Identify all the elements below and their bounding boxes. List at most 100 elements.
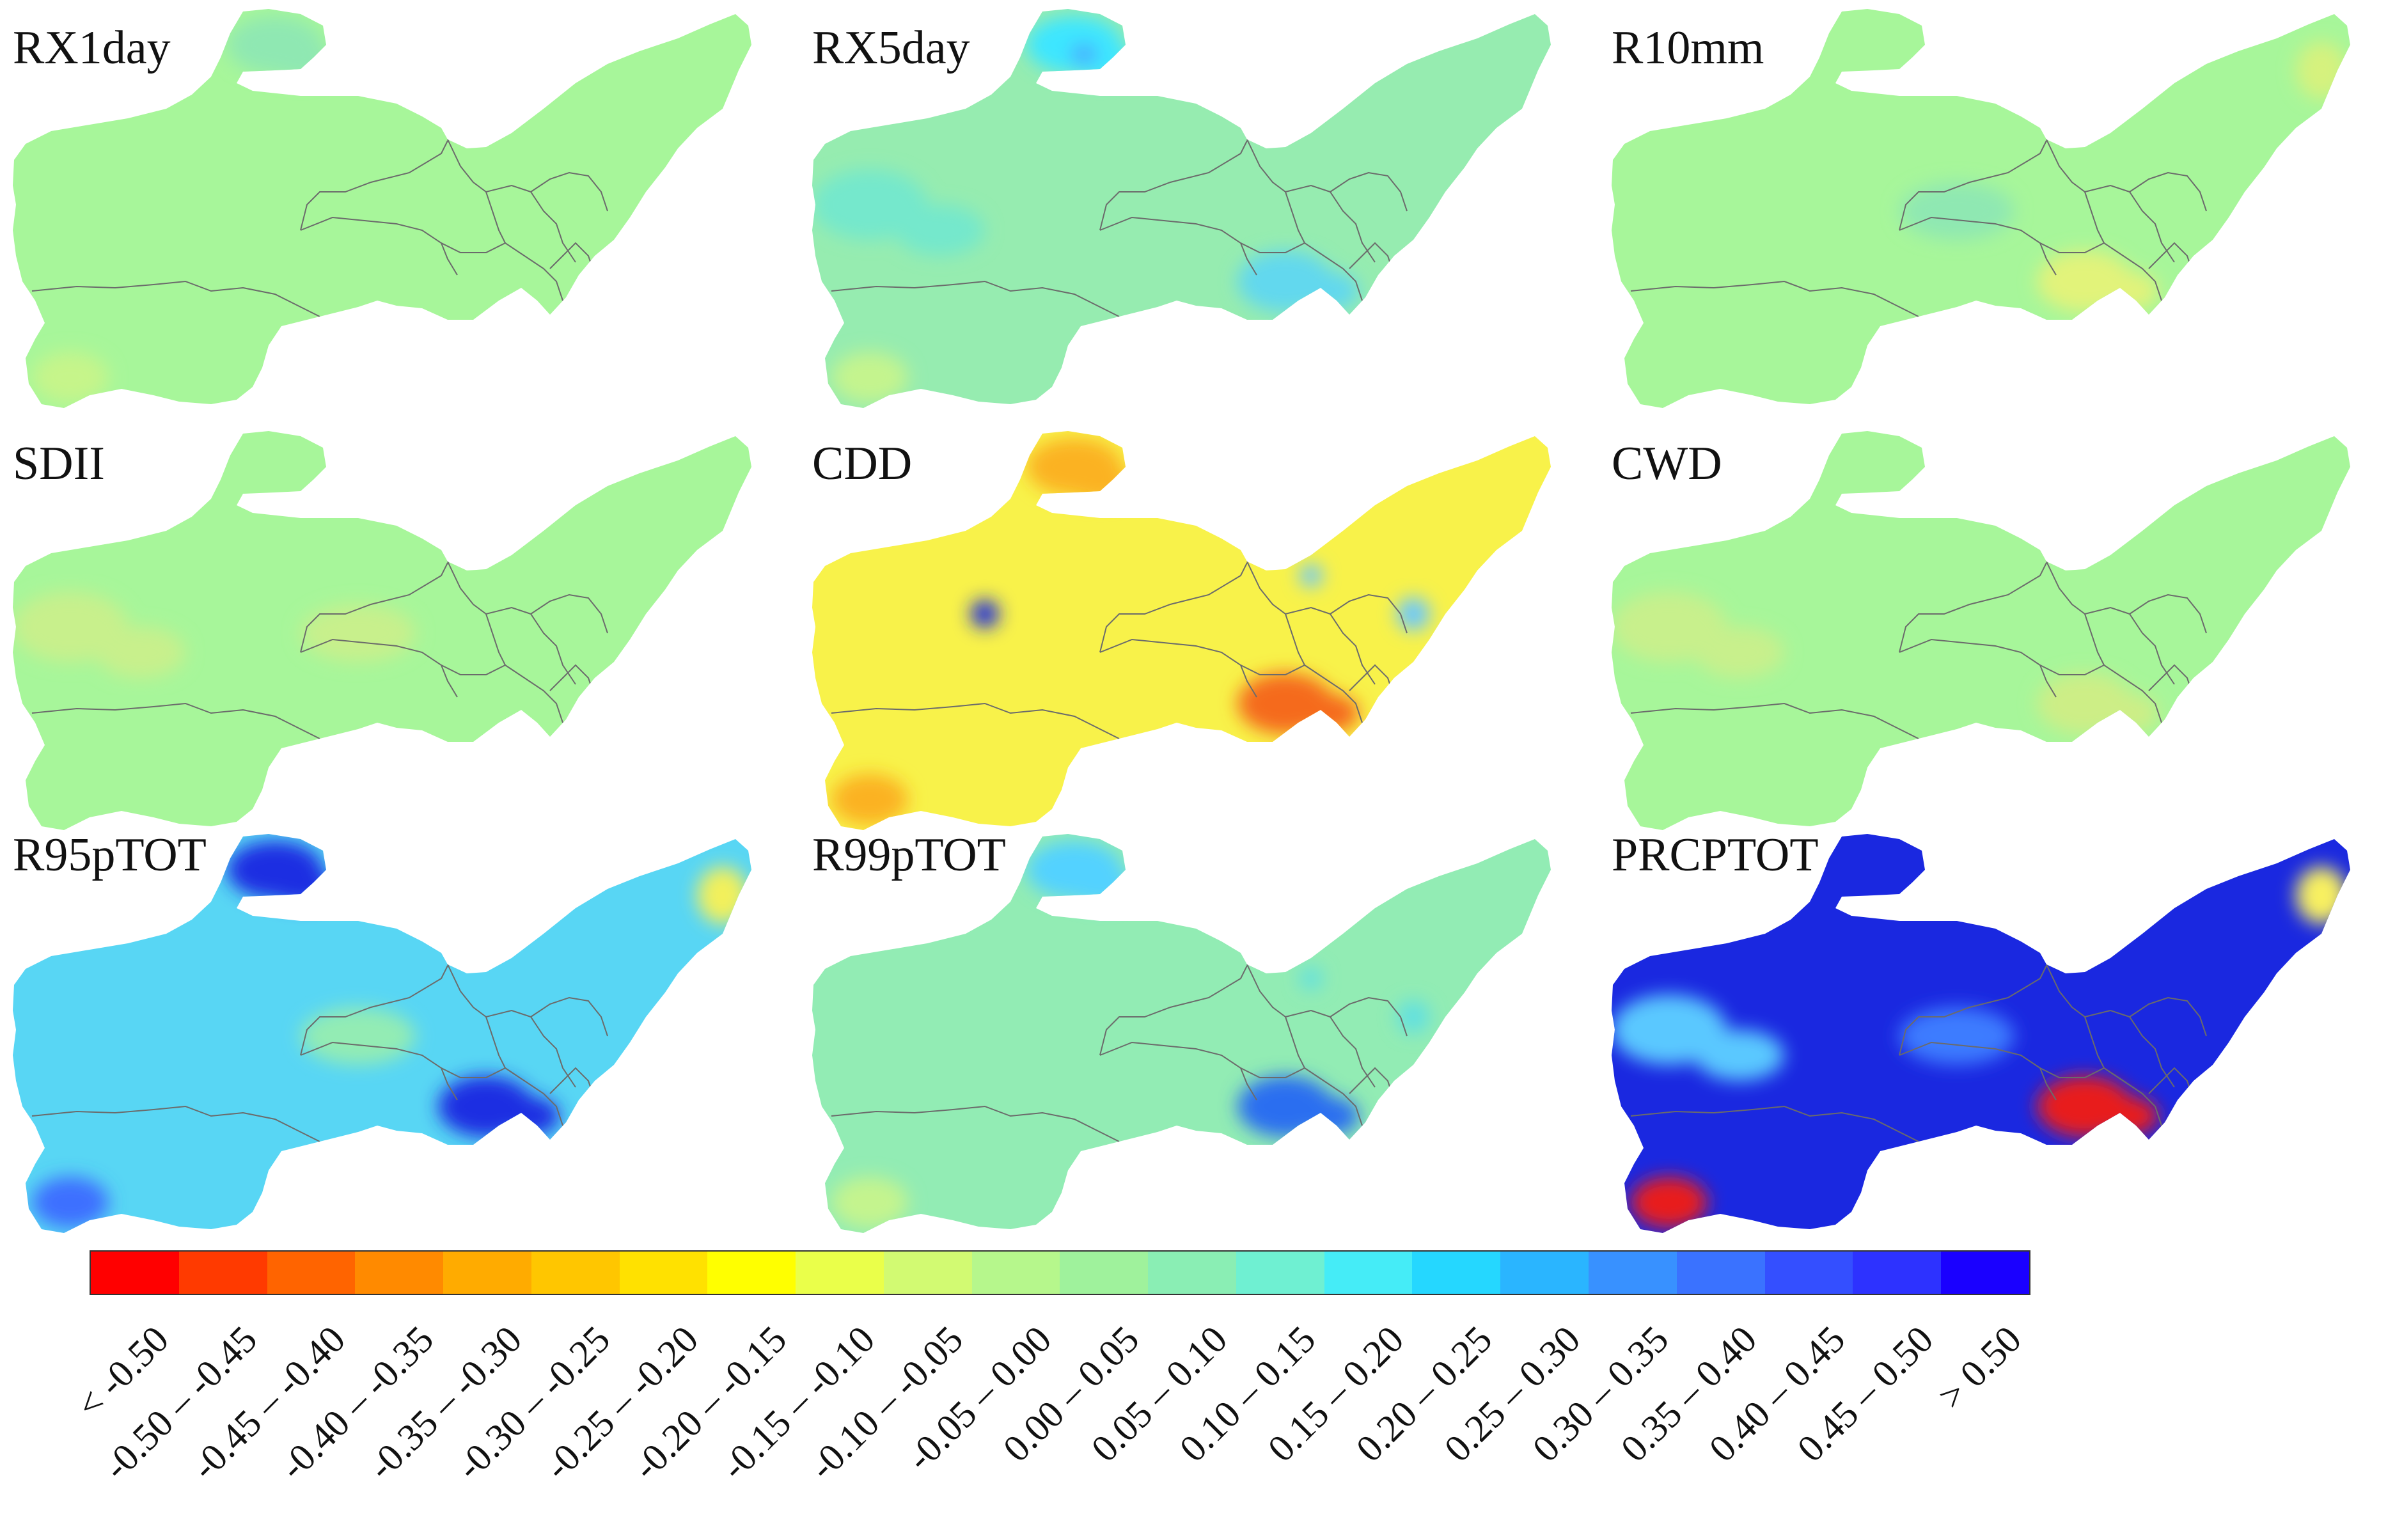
province-border xyxy=(300,965,448,1056)
anomaly-patch xyxy=(301,1007,416,1065)
region-map xyxy=(13,9,751,408)
legend-swatch xyxy=(1500,1252,1589,1294)
region-map xyxy=(1612,834,2350,1233)
province-border xyxy=(530,593,608,634)
province-border xyxy=(1899,965,2047,1056)
legend-swatch xyxy=(1589,1252,1677,1294)
region-map xyxy=(1612,431,2350,830)
province-border xyxy=(300,1041,458,1101)
province-border xyxy=(300,216,458,276)
province-border xyxy=(441,1067,506,1078)
anomaly-layer xyxy=(1612,867,2347,1228)
legend-swatch xyxy=(1676,1252,1765,1294)
region-map xyxy=(13,431,751,830)
anomaly-patch xyxy=(2101,694,2158,732)
anomaly-patch xyxy=(1068,464,1132,502)
province-border xyxy=(1630,702,1919,739)
panel-title: RX1day xyxy=(13,22,171,74)
legend-swatch xyxy=(1236,1252,1324,1294)
province-border xyxy=(1899,562,2047,653)
anomaly-patch xyxy=(1899,182,2014,240)
province-border xyxy=(505,664,563,723)
anomaly-patch xyxy=(1300,967,1323,990)
legend-swatch xyxy=(707,1252,796,1294)
legend-swatch xyxy=(1941,1252,2029,1294)
anomaly-patch xyxy=(1899,1007,2014,1065)
anomaly-patch xyxy=(1695,627,1784,678)
province-border xyxy=(505,1067,563,1126)
anomaly-patch xyxy=(971,600,999,628)
map-panel: R10mm xyxy=(1599,0,2395,422)
province-border xyxy=(1899,1041,2057,1101)
region-fill xyxy=(1612,431,2350,830)
province-border xyxy=(1304,1067,1363,1126)
province-border xyxy=(1099,638,1257,698)
province-border xyxy=(2084,184,2175,263)
legend-swatch xyxy=(1764,1252,1853,1294)
anomaly-patch xyxy=(2296,867,2347,924)
province-border xyxy=(485,1009,576,1088)
province-border xyxy=(485,606,576,685)
province-border xyxy=(1099,1041,1257,1101)
province-borders xyxy=(831,561,1408,739)
anomaly-patch xyxy=(1397,597,1430,631)
province-border xyxy=(1330,593,1408,634)
province-border xyxy=(1304,664,1363,723)
province-border xyxy=(2103,1067,2162,1126)
province-border xyxy=(2084,606,2175,685)
province-border xyxy=(2129,171,2207,212)
legend-label: > 0.50 xyxy=(1929,1317,2030,1418)
legend-swatch xyxy=(1060,1252,1149,1294)
province-border xyxy=(441,664,506,675)
anomaly-layer xyxy=(13,592,416,678)
province-border xyxy=(1630,1105,1919,1142)
legend-swatch xyxy=(531,1252,620,1294)
province-borders xyxy=(831,964,1408,1142)
legend-color-bar xyxy=(90,1250,2030,1295)
panel-title: R99pTOT xyxy=(812,829,1006,881)
province-border xyxy=(2084,1009,2175,1088)
anomaly-patch xyxy=(1071,44,1097,65)
province-border xyxy=(300,140,448,231)
province-border xyxy=(831,280,1120,317)
map-panel: R95pTOT xyxy=(0,825,799,1247)
map-panel: CDD xyxy=(799,422,1599,844)
panel-title: R10mm xyxy=(1612,22,1764,74)
anomaly-patch xyxy=(2296,42,2347,99)
province-border xyxy=(2039,242,2105,253)
anomaly-patch xyxy=(1631,1177,1708,1228)
province-border xyxy=(485,184,576,263)
legend-swatch xyxy=(796,1252,884,1294)
legend-swatch xyxy=(355,1252,444,1294)
anomaly-patch xyxy=(1695,1030,1784,1081)
anomaly-patch xyxy=(269,42,333,80)
province-border xyxy=(1099,562,1248,653)
province-border xyxy=(441,242,506,253)
region-map xyxy=(812,834,1551,1233)
anomaly-patch xyxy=(831,1177,908,1228)
province-border xyxy=(1899,216,2057,276)
province-border xyxy=(831,1105,1120,1142)
province-border xyxy=(2039,1067,2105,1078)
province-border xyxy=(505,242,563,301)
province-border xyxy=(1630,280,1919,317)
province-border xyxy=(831,702,1120,739)
panel-title: R95pTOT xyxy=(13,829,207,881)
province-border xyxy=(1330,996,1408,1037)
region-map xyxy=(812,431,1551,830)
map-panel: RX5day xyxy=(799,0,1599,422)
color-legend xyxy=(90,1250,2030,1300)
anomaly-patch xyxy=(1397,1000,1430,1033)
province-border xyxy=(2103,664,2162,723)
region-fill xyxy=(13,9,751,408)
province-border xyxy=(1099,965,1248,1056)
map-panel: R99pTOT xyxy=(799,825,1599,1247)
anomaly-patch xyxy=(895,205,985,256)
map-panel: SDII xyxy=(0,422,799,844)
legend-swatch xyxy=(619,1252,708,1294)
map-panel: CWD xyxy=(1599,422,2395,844)
anomaly-patch xyxy=(831,774,908,825)
province-border xyxy=(1285,606,1376,685)
anomaly-patch xyxy=(1301,1097,1359,1135)
panel-title: CDD xyxy=(812,437,913,490)
